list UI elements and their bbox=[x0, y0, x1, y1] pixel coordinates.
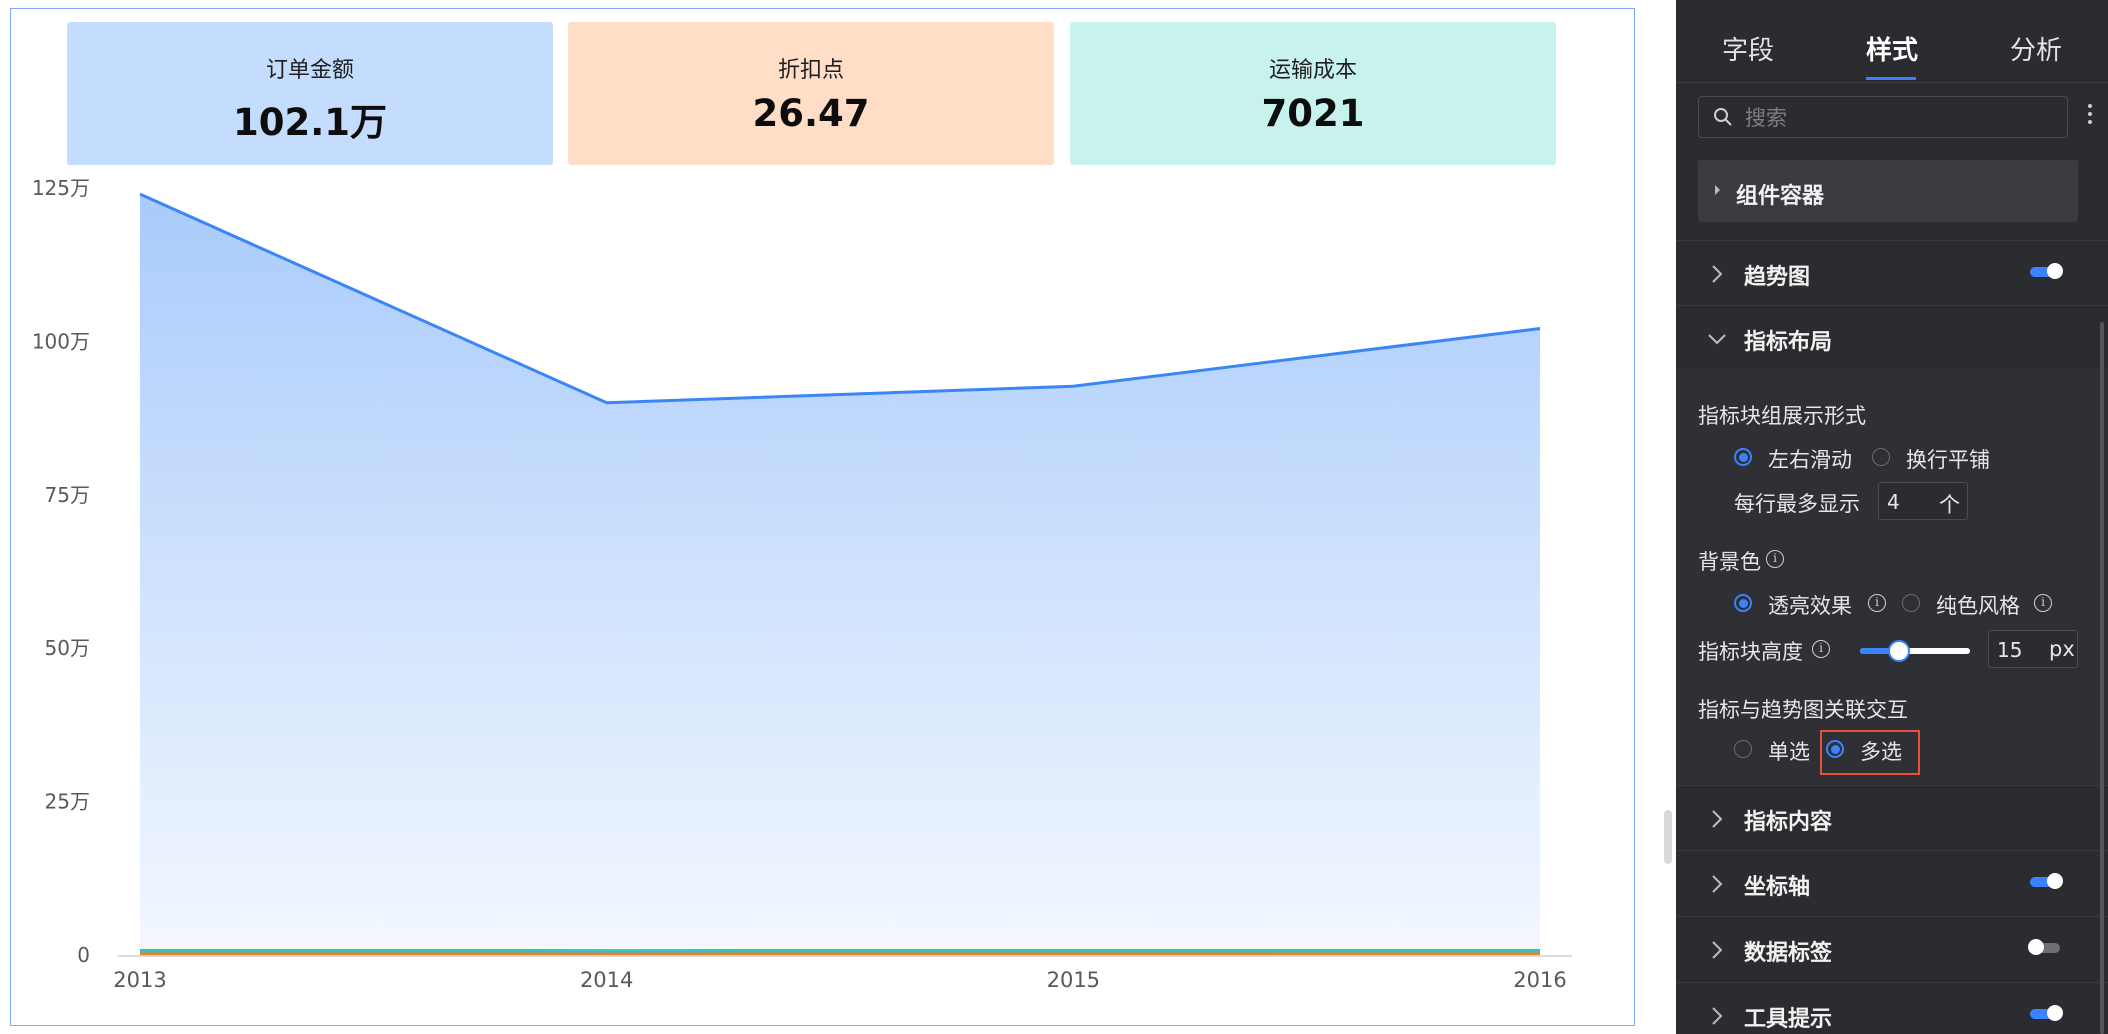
y-tick-label: 125万 bbox=[32, 176, 90, 200]
radio-wrap[interactable] bbox=[1872, 448, 1890, 466]
section-axis[interactable]: 坐标轴 bbox=[1676, 850, 2108, 915]
radio-transparent-label: 透亮效果 bbox=[1768, 594, 1852, 618]
search-box[interactable] bbox=[1698, 96, 2068, 138]
per-row-unit: 个 bbox=[1939, 493, 1960, 517]
chart-component-frame[interactable] bbox=[10, 8, 1635, 1026]
radio-single-label: 单选 bbox=[1768, 740, 1810, 764]
radio-wrap-label: 换行平铺 bbox=[1906, 448, 1990, 472]
chevron-right-icon bbox=[1712, 941, 1723, 959]
chevron-right-icon bbox=[1712, 810, 1723, 828]
kpi-title: 订单金额 bbox=[265, 58, 354, 83]
per-row-value: 4 bbox=[1887, 490, 1900, 514]
block-height-unit: px bbox=[2049, 637, 2075, 661]
chevron-right-icon bbox=[1712, 265, 1723, 283]
pane-splitter-handle[interactable] bbox=[1664, 810, 1672, 864]
kpi-title: 折扣点 bbox=[777, 58, 844, 83]
section-axis-label: 坐标轴 bbox=[1744, 875, 1811, 900]
area-fill-订单金额 bbox=[140, 194, 1540, 956]
per-row-label: 每行最多显示 bbox=[1734, 492, 1860, 516]
data-label-toggle[interactable] bbox=[2028, 939, 2060, 955]
search-input[interactable] bbox=[1743, 103, 2047, 133]
section-content[interactable]: 指标内容 bbox=[1676, 785, 2108, 850]
info-icon[interactable]: i bbox=[1766, 550, 1784, 568]
x-tick-label: 2014 bbox=[580, 968, 633, 992]
bg-color-label: 背景色 bbox=[1698, 550, 1761, 574]
interaction-label: 指标与趋势图关联交互 bbox=[1698, 698, 1908, 722]
chevron-right-icon bbox=[1712, 1007, 1723, 1025]
y-tick-label: 25万 bbox=[45, 790, 90, 814]
active-tab-indicator bbox=[1866, 77, 1916, 80]
section-data-label-label: 数据标签 bbox=[1744, 941, 1833, 966]
section-layout[interactable]: 指标布局 bbox=[1676, 305, 2108, 370]
search-icon bbox=[1714, 108, 1732, 126]
x-tick-label: 2015 bbox=[1047, 968, 1100, 992]
section-tooltip[interactable]: 工具提示 bbox=[1676, 982, 2108, 1034]
radio-multi[interactable] bbox=[1826, 740, 1844, 758]
chart-canvas: 订单金额 102.1万 折扣点 26.47 运输成本 7021 0 25万 50万 7… bbox=[10, 8, 1635, 1026]
trend-toggle[interactable] bbox=[2030, 263, 2063, 279]
x-tick-label: 2016 bbox=[1513, 968, 1566, 992]
kpi-card-discount[interactable]: 折扣点 26.47 bbox=[568, 22, 1054, 165]
block-height-label: 指标块高度 bbox=[1698, 640, 1803, 664]
kpi-card-shipping-cost[interactable]: 运输成本 7021 bbox=[1070, 22, 1556, 165]
section-data-label[interactable]: 数据标签 bbox=[1676, 916, 2108, 981]
x-tick-label: 2013 bbox=[113, 968, 166, 992]
tooltip-toggle[interactable] bbox=[2030, 1005, 2063, 1021]
y-tick-label: 75万 bbox=[45, 483, 90, 507]
section-trend-label: 趋势图 bbox=[1744, 265, 1811, 290]
info-icon[interactable]: i bbox=[1812, 640, 1830, 658]
tab-style[interactable]: 样式 bbox=[1866, 36, 1919, 66]
series-line-订单金额[interactable] bbox=[139, 192, 1541, 405]
chevron-down-icon bbox=[1708, 334, 1726, 345]
block-height-value: 15 bbox=[1997, 638, 2023, 662]
radio-single[interactable] bbox=[1734, 740, 1752, 758]
radio-slide-label: 左右滑动 bbox=[1768, 448, 1852, 472]
radio-transparent[interactable] bbox=[1734, 594, 1752, 612]
multi-select-highlight bbox=[1820, 730, 1920, 775]
area-chart: 0 25万 50万 75万 100万 125万 2013 2014 2015 2016 bbox=[32, 176, 1572, 992]
block-height-slider-fill bbox=[1860, 648, 1899, 654]
tab-fields[interactable]: 字段 bbox=[1722, 36, 1775, 66]
more-options-icon[interactable] bbox=[2084, 100, 2096, 134]
tab-analysis[interactable]: 分析 bbox=[2010, 36, 2063, 66]
layout-settings-body: 指标块组展示形式 左右滑动 换行平铺 每行最多显示 4 个 背景色 i 透亮效果… bbox=[1676, 368, 2108, 784]
display-mode-label: 指标块组展示形式 bbox=[1698, 404, 1866, 428]
style-config-panel: 字段 样式 分析 组件容器 趋势图 指标布局 指标块组展示形式 左右滑动 换行平… bbox=[1676, 0, 2108, 1034]
chevron-right-icon bbox=[1712, 875, 1723, 893]
radio-solid[interactable] bbox=[1902, 594, 1920, 612]
panel-scrollbar[interactable] bbox=[2100, 322, 2104, 1034]
section-tooltip-label: 工具提示 bbox=[1744, 1007, 1833, 1032]
radio-solid-label: 纯色风格 bbox=[1936, 594, 2020, 618]
y-tick-label: 0 bbox=[77, 943, 90, 967]
kpi-value: 102.1万 bbox=[232, 101, 388, 144]
per-row-input[interactable]: 4 个 bbox=[1878, 482, 1968, 520]
component-container-label: 组件容器 bbox=[1736, 184, 1825, 209]
kpi-title: 运输成本 bbox=[1268, 58, 1357, 83]
section-trend[interactable]: 趋势图 bbox=[1676, 240, 2108, 305]
axis-toggle[interactable] bbox=[2030, 873, 2063, 889]
info-icon[interactable]: i bbox=[2034, 594, 2052, 612]
y-tick-label: 50万 bbox=[45, 636, 90, 660]
panel-tabs: 字段 样式 分析 bbox=[1676, 0, 2108, 83]
radio-slide[interactable] bbox=[1734, 448, 1752, 466]
kpi-card-order-amount[interactable]: 订单金额 102.1万 bbox=[67, 22, 553, 165]
section-content-label: 指标内容 bbox=[1744, 810, 1833, 835]
y-tick-label: 100万 bbox=[32, 329, 90, 353]
caret-right-icon bbox=[1715, 185, 1720, 195]
block-height-slider-knob[interactable] bbox=[1887, 640, 1910, 662]
section-layout-label: 指标布局 bbox=[1744, 330, 1833, 355]
info-icon[interactable]: i bbox=[1868, 594, 1886, 612]
block-height-slider-track[interactable] bbox=[1860, 640, 1970, 662]
kpi-value: 26.47 bbox=[752, 92, 870, 135]
block-height-input[interactable]: 15 px bbox=[1988, 630, 2078, 668]
component-container-row[interactable]: 组件容器 bbox=[1698, 160, 2078, 222]
kpi-value: 7021 bbox=[1261, 92, 1365, 135]
radio-multi-label: 多选 bbox=[1860, 740, 1902, 764]
